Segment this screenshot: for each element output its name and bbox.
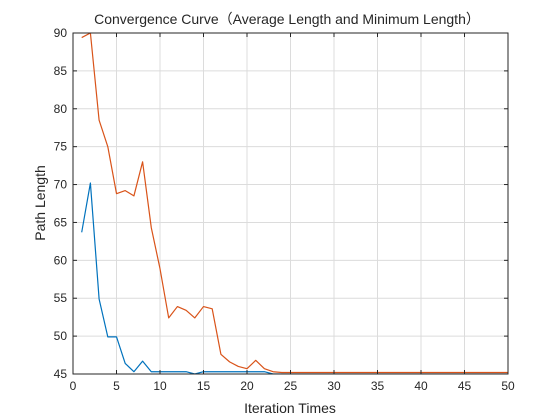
minimum-length-line xyxy=(81,182,508,374)
y-tick-label: 90 xyxy=(54,26,68,40)
x-tick-label: 15 xyxy=(197,379,211,393)
y-tick-label: 65 xyxy=(54,215,68,229)
x-tick-label: 0 xyxy=(70,379,77,393)
x-axis-label: Iteration Times xyxy=(244,400,336,416)
x-tick-label: 30 xyxy=(327,379,341,393)
x-tick-label: 10 xyxy=(153,379,167,393)
x-tick-label: 40 xyxy=(414,379,428,393)
x-tick-label: 5 xyxy=(113,379,120,393)
y-tick-label: 45 xyxy=(54,367,68,381)
y-axis-label: Path Length xyxy=(32,165,48,241)
y-tick-label: 75 xyxy=(54,140,68,154)
y-tick-label: 50 xyxy=(54,329,68,343)
y-tick-label: 85 xyxy=(54,64,68,78)
average-length-line xyxy=(81,33,508,374)
ticks: 0 5 10 15 20 25 30 35 40 45 50 45 50 55 60 65 70 75 80 85 90 xyxy=(54,26,515,393)
y-tick-label: 60 xyxy=(54,253,68,267)
y-tick-label: 80 xyxy=(54,102,68,116)
y-tick-label: 70 xyxy=(54,178,68,192)
x-tick-label: 20 xyxy=(240,379,254,393)
x-tick-label: 50 xyxy=(501,379,515,393)
y-tick-label: 55 xyxy=(54,291,68,305)
x-tick-label: 35 xyxy=(371,379,385,393)
series-layer xyxy=(81,33,508,374)
chart-title: Convergence Curve（Average Length and Min… xyxy=(94,11,480,27)
x-tick-label: 25 xyxy=(284,379,298,393)
x-tick-label: 45 xyxy=(458,379,472,393)
